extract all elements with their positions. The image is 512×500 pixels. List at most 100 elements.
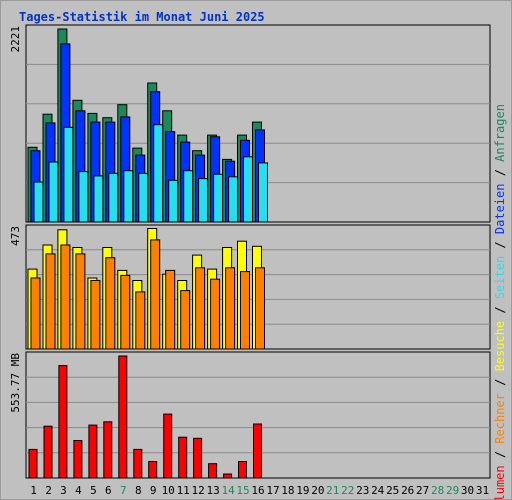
legend-separator: /: [493, 299, 507, 321]
bar-rechner-day-5: [90, 280, 101, 350]
day-label-30: 30: [461, 484, 474, 497]
legend-separator: /: [493, 444, 507, 466]
bar-rechner-day-14: [225, 267, 236, 350]
bar-rechner-day-10: [165, 269, 176, 350]
bar-rechner-day-4: [75, 253, 86, 350]
day-label-20: 20: [311, 484, 324, 497]
bar-seiten-day-13: [213, 173, 224, 223]
bar-rechner-day-12: [195, 267, 206, 350]
day-label-12: 12: [191, 484, 204, 497]
bar-volumen-day-15: [238, 461, 247, 479]
bar-volumen-day-14: [223, 473, 233, 479]
bar-rechner-day-2: [45, 253, 56, 350]
legend-item-anfragen: Anfragen: [493, 104, 507, 162]
panel-bottom-max-label: 553.77 MB: [9, 353, 22, 413]
panel-bottom: 553.77 MB: [9, 351, 491, 479]
bar-volumen-day-10: [163, 413, 173, 479]
bar-rechner-day-6: [105, 257, 116, 350]
day-label-13: 13: [206, 484, 219, 497]
legend-item-rechner: Rechner: [493, 393, 507, 444]
legend-separator: /: [493, 162, 507, 184]
bar-seiten-day-10: [168, 179, 179, 223]
legend-separator: /: [493, 371, 507, 393]
bar-rechner-day-1: [30, 277, 41, 350]
bar-rechner-day-11: [180, 290, 191, 350]
day-label-22: 22: [341, 484, 354, 497]
bar-volumen-day-16: [253, 423, 262, 479]
bar-seiten-day-12: [198, 178, 209, 223]
bar-rechner-day-9: [150, 239, 161, 350]
day-label-9: 9: [150, 484, 157, 497]
bar-seiten-day-6: [108, 172, 119, 223]
day-label-5: 5: [90, 484, 97, 497]
bar-seiten-day-15: [243, 156, 253, 223]
bar-volumen-day-11: [178, 436, 188, 479]
day-label-23: 23: [356, 484, 369, 497]
chart-panels: 2221 473 553.77 MB: [9, 24, 491, 479]
day-label-8: 8: [135, 484, 142, 497]
x-axis-day-labels: 1 2 3 4 5 6 7 8 9 10 11 12 13 14 15 16 17 18 19 20 21 22 23 24 2…: [30, 484, 489, 497]
legend-item-volumen: Volumen: [493, 465, 507, 500]
day-label-19: 19: [296, 484, 309, 497]
bar-seiten-day-14: [228, 176, 239, 223]
day-label-27: 27: [416, 484, 429, 497]
day-label-31: 31: [476, 484, 489, 497]
day-label-21: 21: [326, 484, 339, 497]
bar-volumen-day-5: [88, 424, 98, 479]
panel-middle-max-label: 473: [9, 226, 22, 246]
bar-volumen-day-1: [28, 448, 38, 479]
bar-volumen-day-13: [208, 463, 218, 479]
bar-volumen-day-3: [58, 365, 68, 479]
day-label-10: 10: [162, 484, 175, 497]
bar-rechner-day-8: [135, 291, 146, 350]
day-label-18: 18: [281, 484, 294, 497]
legend-item-besuche: Besuche: [493, 321, 507, 372]
bar-volumen-day-9: [148, 461, 158, 479]
bar-volumen-day-2: [43, 425, 53, 479]
day-label-16: 16: [251, 484, 264, 497]
bar-rechner-day-3: [60, 244, 71, 350]
day-label-3: 3: [60, 484, 67, 497]
legend-item-dateien: Dateien: [493, 184, 507, 235]
bar-seiten-day-3: [63, 126, 74, 223]
bar-rechner-day-7: [120, 274, 131, 350]
bar-seiten-day-1: [33, 181, 44, 223]
day-label-2: 2: [45, 484, 52, 497]
day-label-24: 24: [371, 484, 385, 497]
day-label-11: 11: [177, 484, 190, 497]
bar-rechner-day-13: [210, 278, 221, 350]
bar-rechner-day-15: [240, 271, 250, 350]
day-label-7: 7: [120, 484, 127, 497]
bar-seiten-day-8: [138, 172, 149, 223]
legend-item-seiten: Seiten: [493, 256, 507, 299]
bar-volumen-day-4: [73, 440, 83, 479]
bar-seiten-day-2: [48, 161, 59, 223]
bar-seiten-day-5: [93, 175, 104, 223]
bar-volumen-day-8: [133, 448, 143, 479]
day-label-6: 6: [105, 484, 112, 497]
chart-legend: Volumen / Rechner / Besuche / Seiten / D…: [493, 104, 507, 500]
day-label-29: 29: [446, 484, 459, 497]
day-label-28: 28: [431, 484, 444, 497]
bar-seiten-day-11: [183, 170, 194, 223]
day-label-15: 15: [236, 484, 249, 497]
chart-title: Tages-Statistik im Monat Juni 2025: [19, 10, 265, 24]
bar-seiten-day-9: [153, 124, 164, 223]
panel-middle: 473: [9, 224, 491, 350]
bar-seiten-day-16: [258, 162, 268, 223]
bar-volumen-day-12: [193, 437, 203, 479]
day-label-4: 4: [75, 484, 82, 497]
panel-top: 2221: [9, 24, 491, 223]
day-label-14: 14: [221, 484, 235, 497]
bar-rechner-day-16: [255, 267, 265, 350]
bar-volumen-day-7: [118, 355, 128, 479]
day-label-25: 25: [386, 484, 399, 497]
bar-seiten-day-7: [123, 170, 134, 223]
panel-top-max-label: 2221: [9, 26, 22, 53]
day-label-1: 1: [30, 484, 37, 497]
day-label-17: 17: [266, 484, 279, 497]
day-label-26: 26: [401, 484, 414, 497]
bar-seiten-day-4: [78, 171, 89, 223]
legend-separator: /: [493, 234, 507, 256]
